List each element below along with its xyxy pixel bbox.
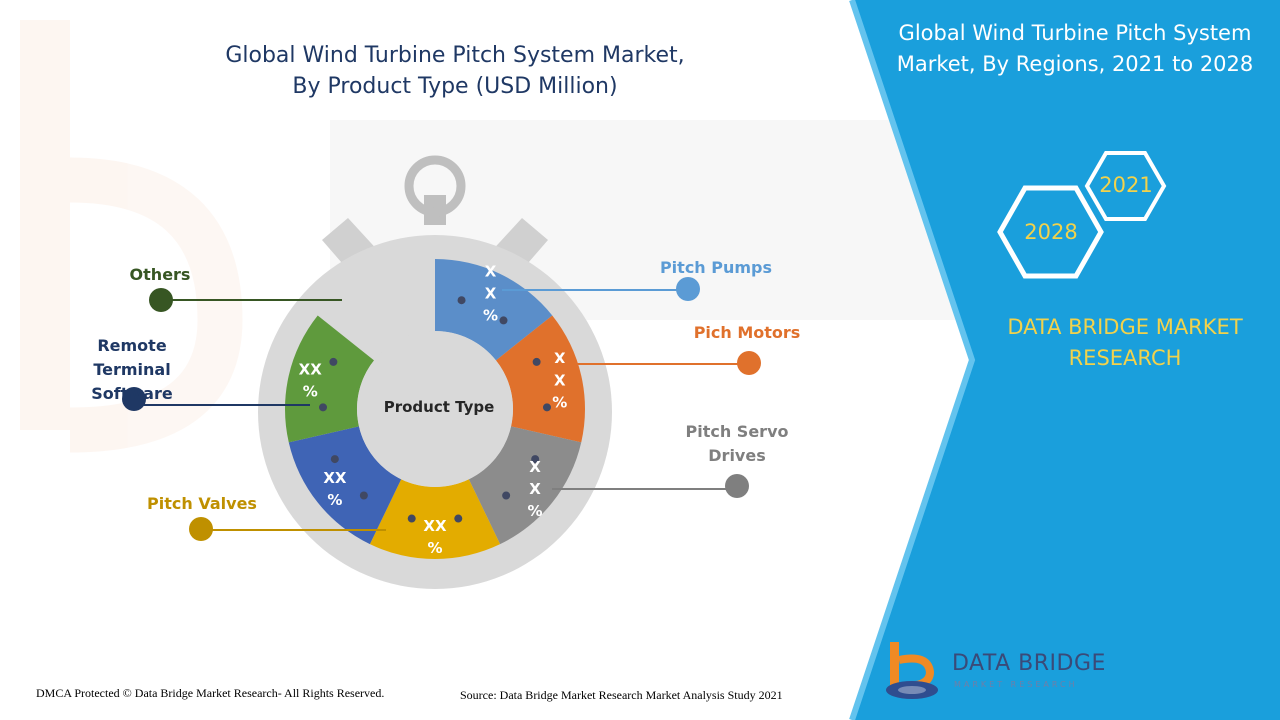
- brand-name: DATA BRIDGE MARKET RESEARCH: [980, 312, 1270, 374]
- slice-dot-remote-terminal-software-1: [359, 491, 368, 500]
- value-label-line: %: [483, 307, 498, 325]
- legend-label-line: Terminal: [93, 360, 170, 379]
- slice-dot-pitch-pumps-2: [499, 316, 508, 325]
- callout-dot-pitch-pumps: [676, 277, 700, 301]
- value-label-pitch-pumps: X X%: [483, 263, 498, 325]
- hexagon-2028: [997, 185, 1104, 279]
- pie-dots: [319, 296, 551, 523]
- legend-label-line: Remote: [97, 336, 166, 355]
- right-panel-edge: [849, 0, 976, 720]
- value-label-line: X: [529, 458, 541, 476]
- slice-dot-others-1: [319, 403, 328, 412]
- callout-dot-pich-motors: [737, 351, 761, 375]
- callout-dot-pitch-servo-drives: [725, 474, 749, 498]
- value-label-pich-motors: X X%: [552, 350, 567, 412]
- legend-label-pitch-valves: Pitch Valves: [147, 494, 257, 513]
- value-labels: X X %X X %X X %XX %XX %XX%: [299, 263, 568, 557]
- slice-pich-motors: [495, 315, 586, 443]
- year-2028-label: 2028: [1024, 220, 1078, 244]
- value-label-line: X: [529, 480, 541, 498]
- slice-dot-pitch-pumps-1: [457, 296, 466, 305]
- regions-title-line-1: Global Wind Turbine Pitch System: [898, 21, 1252, 45]
- legend-label-others: Others: [130, 265, 191, 284]
- value-label-line: %: [303, 383, 318, 401]
- footer-copyright: DMCA Protected © Data Bridge Market Rese…: [36, 686, 385, 700]
- stopwatch-ring: [404, 155, 466, 217]
- legend-label-line: Pich Motors: [694, 323, 801, 342]
- slice-dot-others-2: [329, 357, 338, 366]
- legend-label-line: Drives: [708, 446, 765, 465]
- callout-dot-pitch-valves: [189, 517, 213, 541]
- chart-title-line-1: Global Wind Turbine Pitch System Market,: [225, 43, 685, 68]
- chart-title: Global Wind Turbine Pitch System Market,…: [170, 40, 740, 102]
- legend-label-remote-terminal-software: Remote Terminal Software: [91, 336, 173, 403]
- brand-name-line-1: DATA BRIDGE MARKET: [1007, 315, 1243, 339]
- slice-dot-pitch-valves-2: [407, 514, 416, 523]
- slice-pitch-servo-drives: [468, 426, 582, 545]
- slice-dot-pitch-servo-drives-2: [502, 491, 511, 500]
- value-label-line: X: [554, 372, 566, 390]
- slice-pitch-valves: [369, 479, 501, 559]
- legend-label-line: Pitch Valves: [147, 494, 257, 513]
- value-label-line: %: [552, 394, 567, 412]
- hexagon-2021: [1084, 151, 1167, 221]
- center-label: Product Type: [384, 398, 495, 416]
- legend-label-pich-motors: Pich Motors: [694, 323, 801, 342]
- pie-slices: [285, 259, 586, 559]
- right-panel: [852, 0, 1280, 720]
- logo-icon: [886, 642, 938, 699]
- logo-tagline: MARKET RESEARCH: [954, 680, 1078, 689]
- brand-name-line-2: RESEARCH: [1068, 346, 1182, 370]
- value-label-line: XX: [423, 517, 447, 535]
- slice-remote-terminal-software: [288, 426, 402, 545]
- slice-dot-pich-motors-2: [542, 403, 551, 412]
- year-2021-label: 2021: [1099, 173, 1153, 197]
- callout-dot-others: [149, 288, 173, 312]
- slice-dot-pitch-servo-drives-1: [531, 455, 540, 464]
- value-label-line: %: [327, 491, 342, 509]
- slice-dot-remote-terminal-software-2: [330, 455, 339, 464]
- legend-label-pitch-servo-drives: Pitch Servo Drives: [686, 422, 789, 465]
- value-label-line: %: [427, 539, 442, 557]
- chart-title-line-2: By Product Type (USD Million): [292, 74, 618, 99]
- slice-dot-pich-motors-1: [532, 357, 541, 366]
- value-label-line: XX: [323, 469, 347, 487]
- value-label-pitch-servo-drives: X X%: [528, 458, 543, 520]
- value-label-line: X: [485, 263, 497, 281]
- center-hole: [357, 331, 513, 487]
- slice-dot-pitch-valves-1: [454, 514, 463, 523]
- legend-label-line: Others: [130, 265, 191, 284]
- value-label-remote-terminal-software: XX%: [323, 469, 347, 509]
- legend-label-line: Pitch Servo: [686, 422, 789, 441]
- value-label-others: XX%: [299, 361, 323, 401]
- legend-label-line: Software: [91, 384, 173, 403]
- value-label-line: %: [528, 502, 543, 520]
- regions-title-line-2: Market, By Regions, 2021 to 2028: [896, 52, 1254, 76]
- value-label-line: X: [485, 285, 497, 303]
- logo-name: DATA BRIDGE: [952, 651, 1106, 676]
- regions-title: Global Wind Turbine Pitch System Market,…: [880, 18, 1270, 80]
- legend-label-pitch-pumps: Pitch Pumps: [660, 258, 772, 277]
- legend-label-line: Pitch Pumps: [660, 258, 772, 277]
- slice-pitch-pumps: [435, 259, 553, 361]
- value-label-pitch-valves: XX%: [423, 517, 447, 557]
- callout-dot-remote-terminal-software: [122, 387, 146, 411]
- footer-source: Source: Data Bridge Market Research Mark…: [460, 688, 783, 702]
- value-label-line: XX: [299, 361, 323, 379]
- slice-others: [285, 315, 375, 443]
